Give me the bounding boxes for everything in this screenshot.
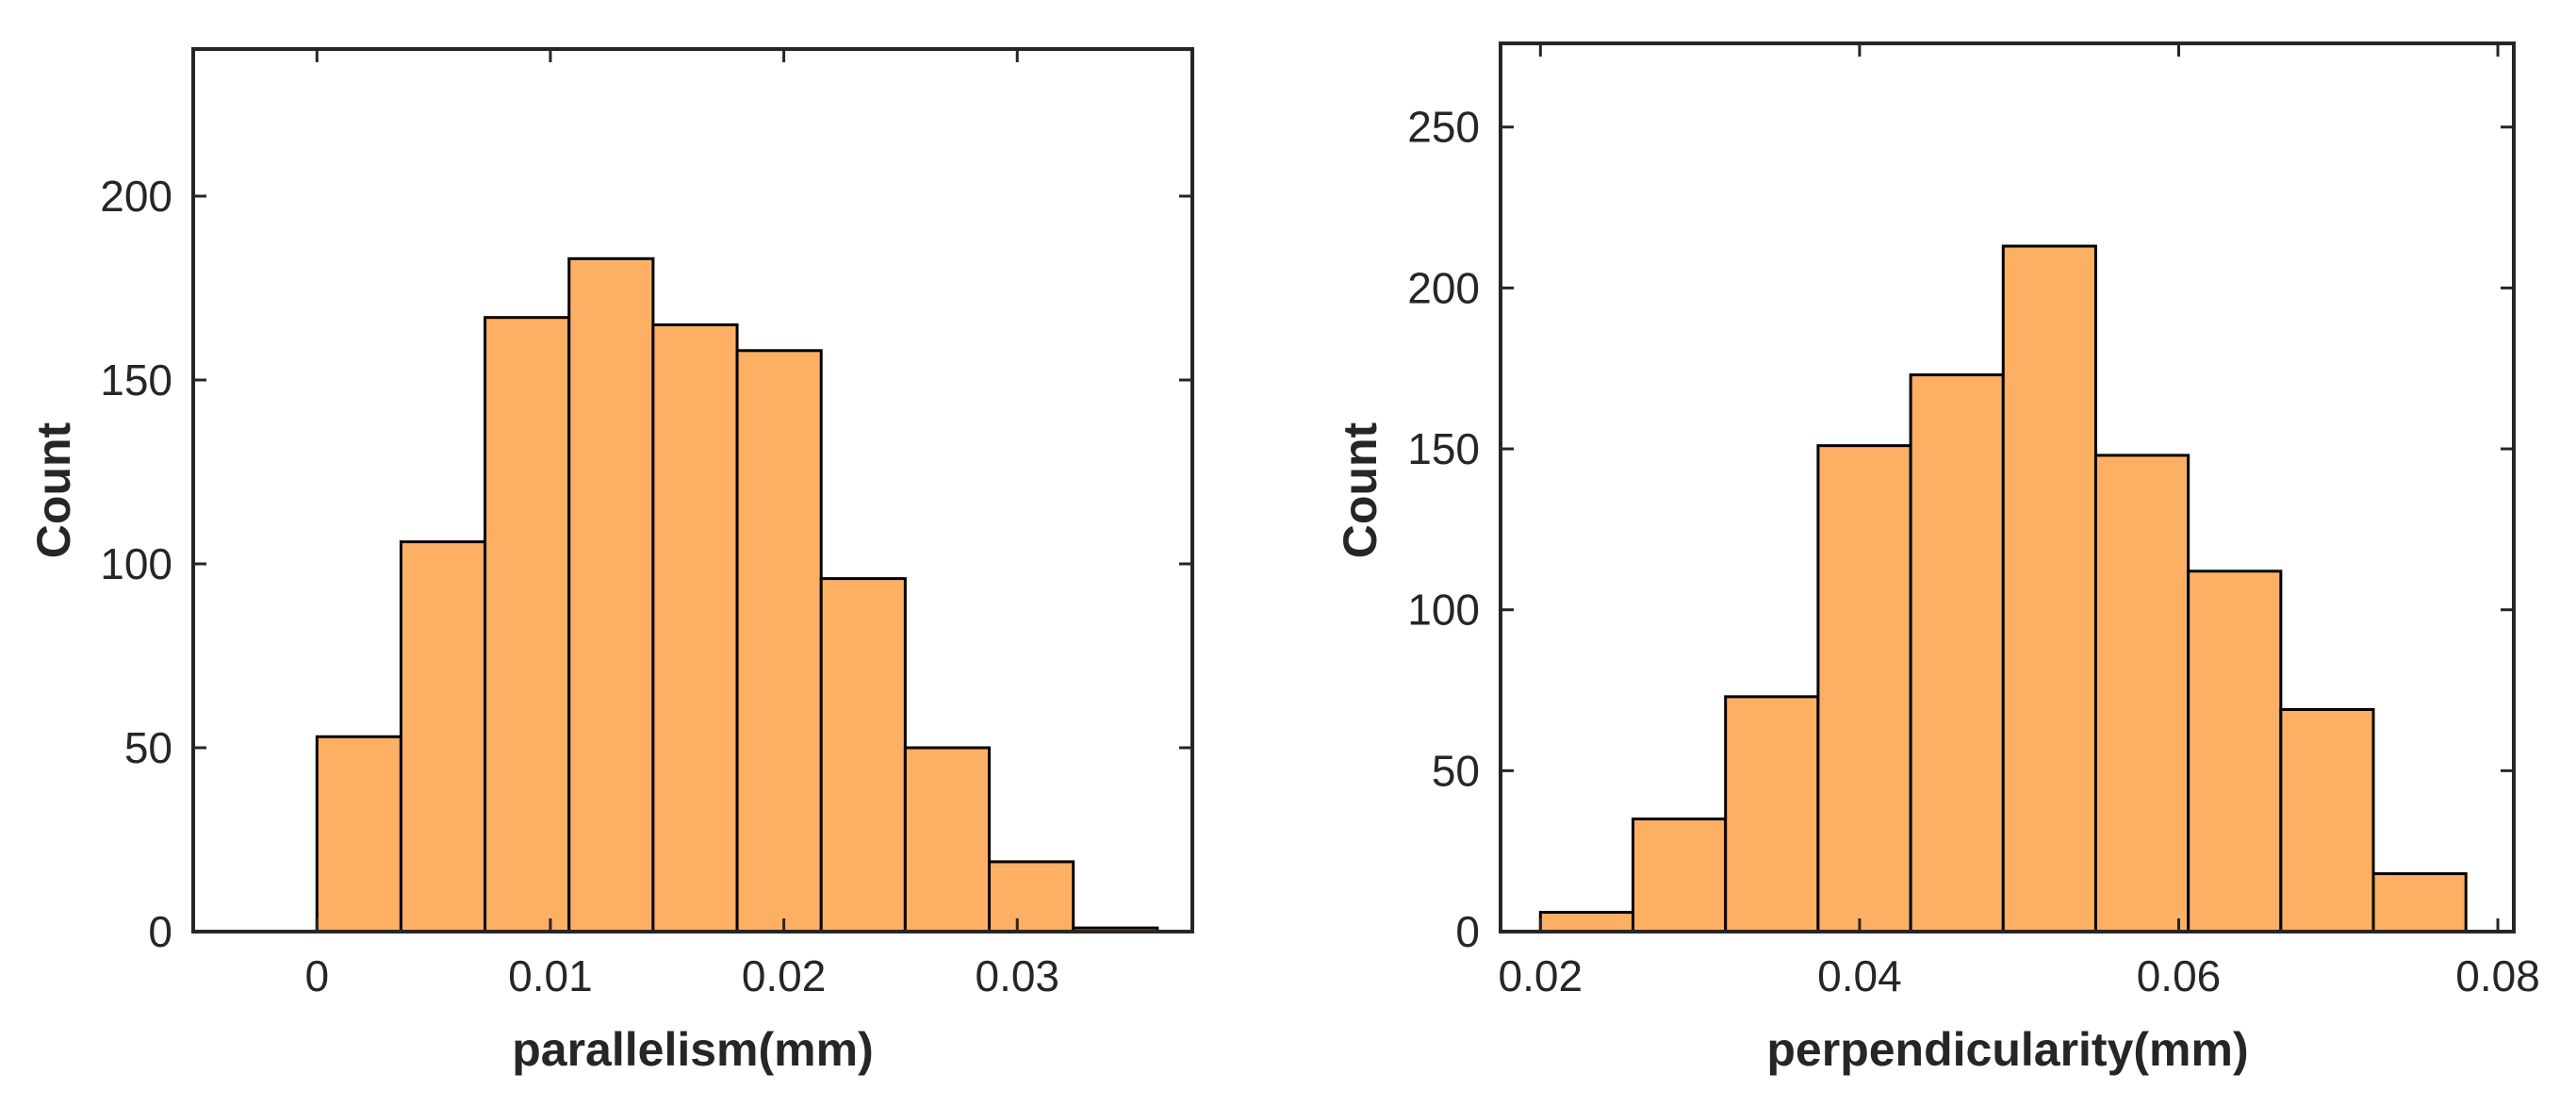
x-tick-label: 0.04 bbox=[1817, 951, 1902, 1000]
x-tick-label: 0.06 bbox=[2137, 951, 2222, 1000]
parallelism-tick-marks bbox=[193, 49, 1192, 934]
histogram-bar bbox=[399, 540, 487, 934]
perpendicularity-x-axis-title: perpendicularity(mm) bbox=[1766, 1023, 2248, 1076]
histogram-bar bbox=[1538, 911, 1635, 934]
histogram-bar bbox=[2187, 570, 2283, 934]
x-tick-label: 0.08 bbox=[2455, 951, 2540, 1000]
y-tick-label: 200 bbox=[1407, 263, 1480, 312]
histogram-bar bbox=[651, 323, 739, 934]
y-tick-label: 100 bbox=[100, 539, 172, 588]
histogram-bar bbox=[2371, 872, 2468, 934]
parallelism-x-axis-title: parallelism(mm) bbox=[512, 1023, 873, 1076]
perpendicularity-tick-marks bbox=[1501, 43, 2514, 934]
y-tick-label: 200 bbox=[100, 172, 172, 221]
histogram-bar bbox=[819, 577, 907, 934]
histogram-bar bbox=[484, 316, 571, 934]
perpendicularity-x-tick-labels: 0.02 0.04 0.06 0.08 bbox=[1499, 951, 2540, 1000]
x-tick-label: 0.01 bbox=[508, 951, 593, 1000]
parallelism-bars bbox=[315, 256, 1159, 934]
histogram-bar bbox=[903, 746, 992, 934]
histogram-bar bbox=[1724, 695, 1820, 934]
parallelism-y-tick-labels: 0 50 100 150 200 bbox=[100, 172, 172, 956]
x-tick-label: 0.03 bbox=[975, 951, 1059, 1000]
parallelism-x-tick-labels: 0 0.01 0.02 0.03 bbox=[304, 951, 1059, 1000]
y-tick-label: 0 bbox=[1455, 907, 1480, 956]
parallelism-y-axis-title: Count bbox=[27, 421, 80, 558]
histogram-bar bbox=[1909, 373, 2005, 934]
y-tick-label: 150 bbox=[100, 355, 172, 405]
y-tick-label: 50 bbox=[124, 723, 172, 772]
histogram-bar bbox=[988, 860, 1075, 934]
x-tick-label: 0.02 bbox=[742, 951, 827, 1000]
histogram-bar bbox=[2279, 708, 2375, 934]
y-tick-label: 50 bbox=[1432, 746, 1480, 795]
perpendicularity-plot-frame bbox=[1499, 41, 2516, 934]
y-tick-label: 250 bbox=[1407, 103, 1480, 152]
parallelism-histogram: 0 50 100 150 200 0 0.01 0.02 0.03 parall… bbox=[27, 47, 1194, 1076]
perpendicularity-y-tick-labels: 0 50 100 150 200 250 bbox=[1407, 103, 1480, 956]
histogram-bar bbox=[315, 735, 402, 934]
parallelism-plot-frame bbox=[191, 47, 1194, 934]
histogram-bar bbox=[735, 349, 823, 934]
perpendicularity-bars bbox=[1538, 244, 2468, 934]
histogram-bar bbox=[1816, 444, 1912, 934]
histogram-bar bbox=[1632, 818, 1728, 934]
y-tick-label: 150 bbox=[1407, 424, 1480, 473]
y-tick-label: 0 bbox=[148, 907, 172, 956]
x-tick-label: 0 bbox=[304, 951, 329, 1000]
perpendicularity-histogram: 0 50 100 150 200 250 0.02 0.04 0.06 0.08… bbox=[1334, 41, 2540, 1076]
x-tick-label: 0.02 bbox=[1499, 951, 1583, 1000]
histogram-bar bbox=[2001, 244, 2097, 934]
y-tick-label: 100 bbox=[1407, 586, 1480, 635]
histogram-bar bbox=[2093, 454, 2190, 934]
perpendicularity-y-axis-title: Count bbox=[1334, 421, 1386, 558]
histogram-bar bbox=[567, 256, 655, 934]
